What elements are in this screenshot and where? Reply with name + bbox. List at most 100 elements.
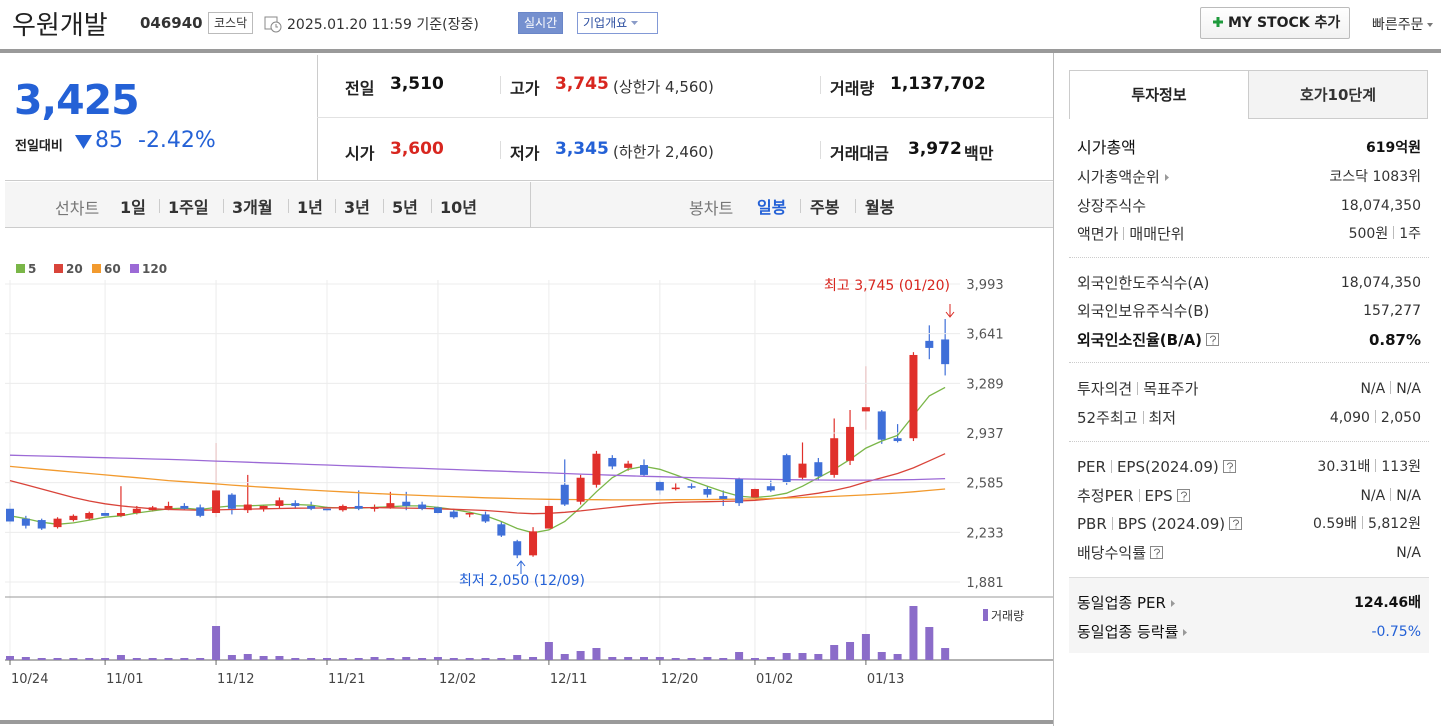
candle-body	[21, 518, 30, 526]
quick-order[interactable]: 빠른주문	[1372, 14, 1434, 34]
realtime-badge[interactable]: 실시간	[518, 12, 564, 34]
orderbook-tab[interactable]: 호가10단계	[1248, 70, 1428, 119]
candle-body	[259, 505, 268, 509]
tab-divider	[383, 199, 384, 213]
x-tick-label: 12/20	[661, 672, 698, 687]
volume-bar	[846, 642, 855, 660]
info-value: 157,277	[1363, 303, 1421, 319]
label-text: 액면가	[1077, 225, 1119, 243]
candle-body	[497, 524, 506, 536]
period-option[interactable]: 10년	[440, 198, 477, 217]
high-arrow	[945, 304, 955, 318]
overview-label: 기업개요	[583, 16, 628, 30]
info-value: 30.31배 113원	[1317, 453, 1421, 481]
x-tick-label: 10/24	[11, 672, 48, 687]
invest-tab[interactable]: 투자정보	[1069, 70, 1249, 119]
info-value: 0.87%	[1368, 331, 1421, 349]
candle-body	[719, 496, 728, 499]
ma-line	[9, 453, 946, 515]
tab-divider	[335, 199, 336, 213]
candle-body	[433, 507, 442, 514]
label-text: PER	[1077, 458, 1106, 476]
tab-label: 호가10단계	[1299, 86, 1377, 104]
period-option[interactable]: 5년	[392, 198, 418, 217]
x-tick-label: 11/01	[106, 672, 143, 687]
candle-body	[529, 531, 538, 556]
summary-label: 고가	[510, 79, 540, 98]
legend-label: 5	[28, 262, 36, 276]
info-label[interactable]: 시가총액순위	[1077, 163, 1171, 191]
summary-label: 시가	[345, 144, 375, 163]
tab-divider	[223, 199, 224, 213]
label-text: 시가총액순위	[1077, 168, 1160, 186]
volume-bar	[624, 657, 633, 660]
legend-label: 120	[142, 262, 167, 276]
period-option[interactable]: 월봉	[865, 198, 895, 217]
tab-divider	[855, 199, 856, 213]
info-label[interactable]: 동일업종 PER	[1077, 589, 1177, 617]
candle-body	[418, 504, 427, 509]
period-option[interactable]: 1주일	[168, 198, 209, 217]
candle-body	[6, 508, 14, 522]
volume-bar	[481, 658, 490, 660]
summary-value: 3,745	[555, 74, 609, 94]
volume-bar	[275, 656, 284, 660]
dropdown-arrow	[1426, 23, 1433, 27]
info-label[interactable]: 동일업종 등락률	[1077, 618, 1189, 646]
volume-bar	[766, 657, 775, 660]
label-text: 동일업종 등락률	[1077, 623, 1179, 641]
period-option[interactable]: 일봉	[757, 198, 787, 217]
info-label: 시가총액	[1077, 138, 1136, 157]
value-text: 500원	[1348, 226, 1389, 242]
market-badge: 코스닥	[208, 12, 254, 34]
candle-body	[624, 463, 633, 468]
quick-order-label: 빠른주문	[1372, 17, 1424, 33]
plus-icon	[1213, 17, 1223, 27]
period-option[interactable]: 3년	[344, 198, 370, 217]
volume-bar	[750, 658, 759, 660]
candle-body	[116, 513, 125, 516]
bottom-rule	[0, 720, 1053, 724]
label-text: PBR	[1077, 515, 1107, 533]
label-text: 52주최고	[1077, 409, 1138, 427]
volume-bar	[307, 658, 316, 660]
candle-body	[544, 505, 553, 529]
link-arrow	[1170, 600, 1175, 607]
volume-legend: 거래량	[991, 609, 1024, 623]
tab-divider	[431, 199, 432, 213]
volume-bar	[513, 655, 522, 660]
volume-bar	[53, 658, 62, 660]
label-text: 투자의견	[1077, 380, 1133, 398]
mystock-button[interactable]: MY STOCK 추가	[1200, 7, 1350, 39]
volume-bar	[735, 652, 744, 660]
summary-value: 3,972	[908, 139, 962, 159]
period-option[interactable]: 3개월	[232, 198, 273, 217]
candle-body	[909, 354, 918, 439]
volume-bar	[323, 658, 331, 660]
candle-body	[735, 479, 744, 504]
volume-bar	[21, 657, 30, 660]
volume-bar	[877, 652, 886, 660]
info-label: 투자의견 목표주가	[1077, 375, 1198, 403]
header-rule	[0, 49, 1441, 53]
volume-bar	[782, 653, 791, 660]
volume-bar	[814, 654, 823, 660]
candle-body	[449, 511, 458, 518]
volume-bar	[148, 658, 157, 660]
info-value: 4,090 2,050	[1330, 404, 1421, 432]
summary-label: 거래대금	[830, 144, 889, 163]
period-option[interactable]: 주봉	[810, 198, 840, 217]
candle-body	[338, 505, 347, 511]
candle-body	[925, 340, 934, 348]
period-option[interactable]: 1년	[297, 198, 323, 217]
period-option[interactable]: 1일	[120, 198, 146, 217]
candle-body	[180, 505, 189, 509]
overview-dropdown[interactable]: 기업개요	[577, 12, 658, 34]
volume-bar	[338, 658, 347, 660]
info-label: 추정PER EPS	[1077, 482, 1190, 510]
summary-note: (하한가 2,460)	[613, 143, 714, 161]
summary-label: 전일	[345, 79, 375, 98]
legend-label: 20	[66, 262, 83, 276]
clock-icon	[264, 16, 282, 33]
label-text: 매매단위	[1129, 225, 1185, 243]
